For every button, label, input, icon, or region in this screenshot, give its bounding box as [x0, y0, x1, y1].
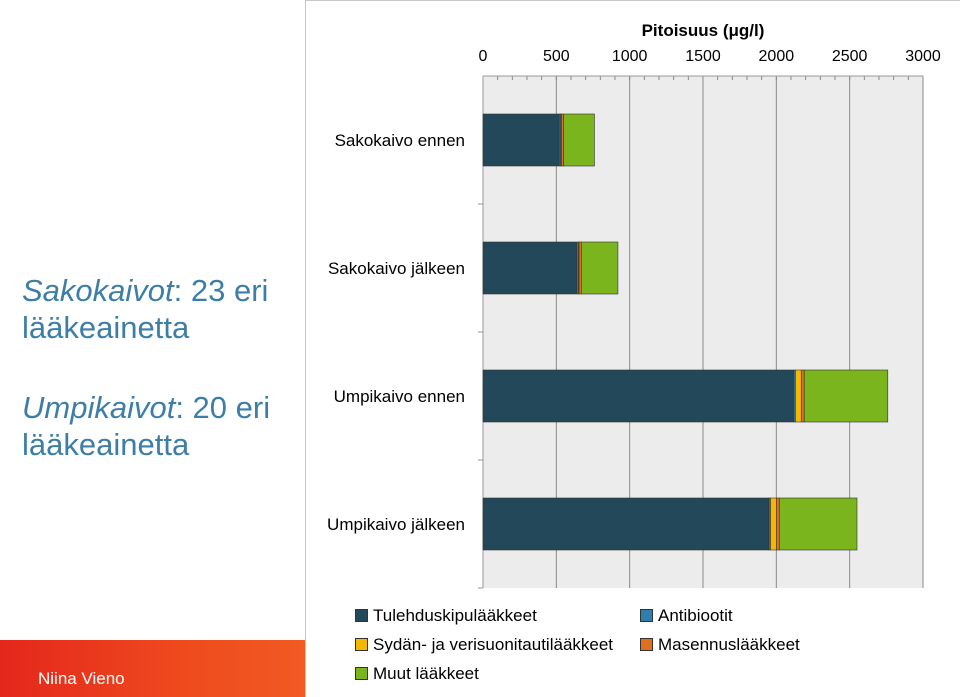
legend-item: Tulehduskipulääkkeet — [355, 606, 537, 626]
umpikaivot-term: Umpikaivot — [22, 390, 176, 425]
legend-swatch — [355, 638, 368, 651]
bar-segment — [580, 241, 619, 295]
category-label: Sakokaivo ennen — [335, 131, 465, 150]
bar-segment — [563, 113, 595, 167]
footer-bar: Niina Vieno — [0, 640, 305, 697]
bar-segment — [482, 241, 578, 295]
legend-label: Tulehduskipulääkkeet — [373, 606, 537, 625]
bar-segment — [578, 241, 582, 295]
x-tick-label: 1500 — [685, 48, 721, 65]
legend-swatch — [640, 609, 653, 622]
x-tick-label: 1000 — [612, 48, 648, 65]
legend-swatch — [355, 667, 368, 680]
category-label: Sakokaivo jälkeen — [328, 259, 465, 278]
sakokaivot-term: Sakokaivot — [22, 273, 174, 308]
umpikaivot-count: : 20 eri — [175, 390, 271, 425]
legend-item: Sydän- ja verisuonitautilääkkeet — [355, 635, 613, 655]
umpikaivot-unit: lääkeainetta — [22, 427, 190, 462]
category-label: Umpikaivo jälkeen — [327, 515, 465, 534]
legend-item: Masennuslääkkeet — [640, 635, 800, 655]
legend-label: Masennuslääkkeet — [658, 635, 800, 654]
category-label: Umpikaivo ennen — [334, 387, 465, 406]
bar-segment — [770, 497, 777, 551]
x-tick-label: 2500 — [832, 48, 868, 65]
legend-item: Muut lääkkeet — [355, 664, 479, 684]
bar-segment — [482, 113, 560, 167]
legend-label: Sydän- ja verisuonitautilääkkeet — [373, 635, 614, 654]
bar-segment — [482, 369, 795, 423]
umpikaivot-note: Umpikaivot: 20 eri lääkeainetta — [22, 389, 270, 463]
bar-segment — [778, 497, 858, 551]
legend-swatch — [640, 638, 653, 651]
legend-swatch — [355, 609, 368, 622]
bar-segment — [561, 113, 564, 167]
sakokaivot-unit: lääkeainetta — [22, 310, 190, 345]
x-tick-label: 2000 — [759, 48, 795, 65]
legend-label: Muut lääkkeet — [373, 664, 479, 683]
legend-item: Antibiootit — [640, 606, 733, 626]
bar-segment — [795, 369, 802, 423]
bar-segment — [803, 369, 889, 423]
author-name: Niina Vieno — [38, 669, 125, 688]
legend-label: Antibiootit — [658, 606, 733, 625]
chart-title: Pitoisuus (μg/l) — [642, 21, 765, 40]
bar-segment — [482, 497, 770, 551]
x-tick-label: 3000 — [905, 48, 941, 65]
bar-segment — [776, 497, 780, 551]
sakokaivot-note: Sakokaivot: 23 eri lääkeainetta — [22, 272, 268, 346]
bar-segment — [800, 369, 805, 423]
x-tick-label: 500 — [543, 48, 570, 65]
left-panel: Sakokaivot: 23 eri lääkeainetta Umpikaiv… — [0, 0, 305, 697]
sakokaivot-count: : 23 eri — [173, 273, 269, 308]
x-tick-label: 0 — [479, 48, 488, 65]
